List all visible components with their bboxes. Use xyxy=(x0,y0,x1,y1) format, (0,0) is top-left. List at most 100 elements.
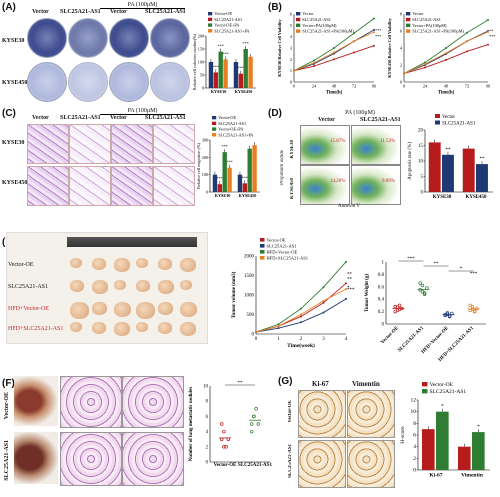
significance-label: ** xyxy=(347,277,353,282)
significance-label: * xyxy=(477,424,480,430)
significance-label: *** xyxy=(222,144,228,149)
x-tick-label: Vector-OE xyxy=(214,463,237,468)
series-point xyxy=(487,30,489,33)
colony-dish xyxy=(68,62,108,102)
y-axis-label: KYSE450 Relative Cell Viability xyxy=(387,17,392,77)
migration-image xyxy=(27,166,69,206)
migration-image xyxy=(153,166,195,206)
data-point xyxy=(256,422,261,426)
legend-swatch xyxy=(260,244,265,248)
tumor-specimen xyxy=(114,280,126,290)
y-tick-label: 200 xyxy=(202,155,208,160)
y-tick-label: 0 xyxy=(413,468,416,474)
x-axis-label: Time(week) xyxy=(287,342,315,349)
y-tick-label: 200 xyxy=(198,34,204,39)
legend-swatch xyxy=(208,17,213,22)
tumor-specimen xyxy=(180,302,197,317)
y-tick-label: 0 xyxy=(206,461,209,466)
panel-d-row-kyse30: KYSE30 xyxy=(290,140,295,159)
data-point xyxy=(397,307,402,311)
legend-swatch xyxy=(406,12,411,16)
panel-a-row-kyse450: KYSE450 xyxy=(2,80,28,86)
x-tick-label: 24 xyxy=(423,83,428,88)
tumor-specimen xyxy=(114,302,131,317)
series-point xyxy=(313,65,315,68)
data-point xyxy=(422,292,427,296)
bar xyxy=(428,142,441,192)
y-tick-label: 6 xyxy=(206,415,209,420)
significance-label: *** xyxy=(238,66,244,71)
y-tick-label: 0 xyxy=(202,86,204,91)
panel-c-pa-header: PA (100μM) xyxy=(100,108,185,115)
x-tick-label: KYSE450 xyxy=(465,195,487,200)
panel-d-row-kyse450: KYSE450 xyxy=(290,178,295,200)
series-point xyxy=(345,260,347,263)
legend-swatch xyxy=(422,389,428,394)
y-tick-label: 0 xyxy=(382,323,385,328)
legend-label: SLC25A21-AS1+PA xyxy=(214,28,249,33)
y-tick-label: 8 xyxy=(413,421,416,427)
chart-c-bar: 0 100 200 300 *** *** *** KYSE30 *** KYSE450 Relat… xyxy=(196,115,260,198)
legend-label: SLC25A21-AS1+PA(100μM) xyxy=(412,29,464,34)
legend-swatch xyxy=(406,23,411,28)
legend-swatch xyxy=(212,127,217,131)
legend-label: SLC25A21-AS1 xyxy=(218,121,246,126)
x-tick-label: 4 xyxy=(345,337,348,342)
significance-label: *** xyxy=(242,175,248,180)
x-axis-label: Time(h) xyxy=(438,91,455,96)
legend-label: Vector-OE xyxy=(430,382,454,388)
significance-label: *** xyxy=(407,257,415,262)
legend-label: SLC25A21-AS1 xyxy=(430,389,467,395)
y-tick-label: 4 xyxy=(400,46,403,51)
he-section xyxy=(60,376,122,428)
panel-f-row-vector: Vector-OE xyxy=(4,392,10,420)
flow-quadrant-value: 15.87% xyxy=(330,139,346,144)
y-tick-label: 2 xyxy=(290,57,292,62)
bar xyxy=(222,152,227,192)
series-point xyxy=(466,40,468,43)
data-point xyxy=(445,312,450,316)
x-tick-label: 48 xyxy=(444,83,448,88)
panel-d-pa-header: PA (100μM) xyxy=(345,110,375,116)
series-point xyxy=(353,51,355,54)
data-point xyxy=(472,309,477,313)
bar xyxy=(223,59,228,88)
legend-label: Vector xyxy=(302,11,314,16)
bar xyxy=(233,62,239,88)
data-point xyxy=(249,429,254,434)
bar xyxy=(421,429,435,470)
tumor-label-slc: SLC25A21-AS1 xyxy=(8,284,49,290)
panel-d-y-axis: Propidium iodide xyxy=(280,150,285,185)
significance-label: *** xyxy=(375,28,381,33)
ihc-image xyxy=(298,390,346,438)
data-point xyxy=(219,422,224,426)
panel-a-pa-header: PA (100μM) xyxy=(100,2,185,9)
y-tick-label: 4 xyxy=(290,34,293,39)
panel-g-row-vector: Vector-OE xyxy=(288,400,293,423)
legend-label: SLC25A21-AS1 xyxy=(412,17,441,22)
significance-label: *** xyxy=(218,44,224,49)
ihc-image xyxy=(347,390,395,438)
series-point xyxy=(300,307,302,310)
series-point xyxy=(353,32,355,35)
y-tick-label: 8 xyxy=(206,400,209,405)
x-tick-label: 0 xyxy=(293,83,295,88)
panel-c-row-kyse450: KYSE450 xyxy=(2,180,28,186)
bar xyxy=(248,56,253,88)
legend-swatch xyxy=(208,12,213,16)
series-point xyxy=(322,301,325,304)
y-tick-label: 8 xyxy=(400,12,402,17)
x-tick-label: 72 xyxy=(465,83,469,88)
y-axis-label: Number of lung metastatic nodules xyxy=(189,387,194,462)
y-tick-label: 0 xyxy=(206,190,208,195)
x-tick-label: 24 xyxy=(312,83,317,88)
tumor-specimen xyxy=(70,280,84,292)
significance-label: ** xyxy=(479,157,485,162)
y-tick-label: 2 xyxy=(400,63,402,68)
tumor-specimen xyxy=(70,302,89,319)
series-point xyxy=(255,331,257,334)
y-tick-label: 10 xyxy=(203,385,209,390)
y-axis-label: KYSE30 Relative Cell Viability xyxy=(277,18,282,76)
tumor-specimen xyxy=(136,302,155,319)
